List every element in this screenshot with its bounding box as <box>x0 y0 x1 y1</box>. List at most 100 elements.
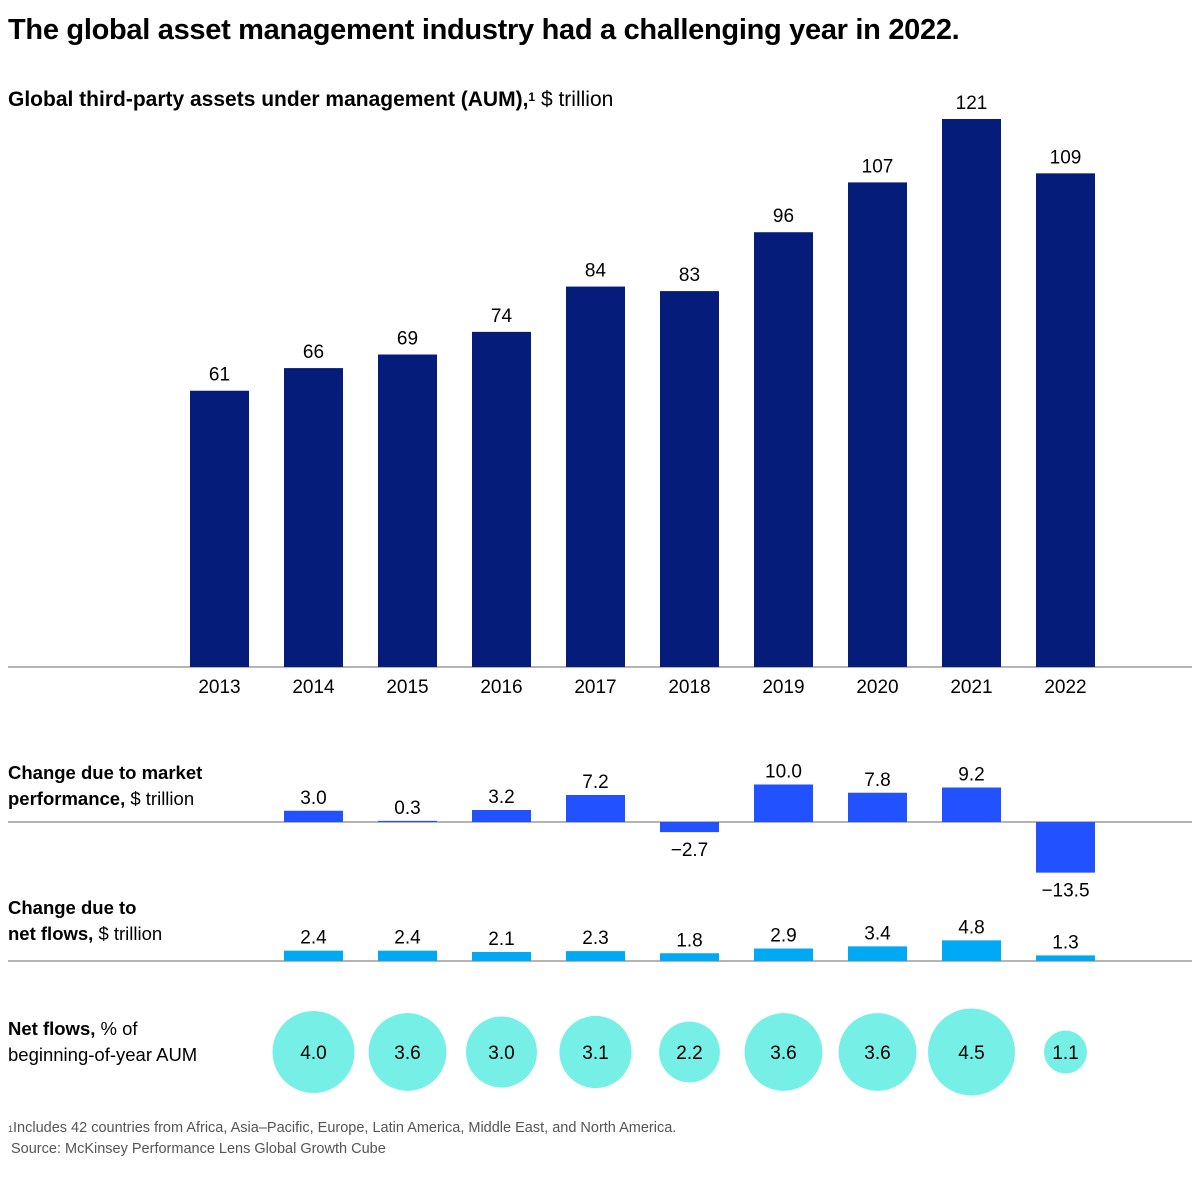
netflows-pct-label-2015: 3.6 <box>394 1043 420 1064</box>
netflows-bar-2016 <box>472 951 531 961</box>
aum-value-label-2020: 107 <box>862 156 894 177</box>
netflows-value-label-2014: 2.4 <box>300 928 327 949</box>
netflows-pct-label-2020: 3.6 <box>864 1043 890 1064</box>
aum-bar-2020 <box>848 182 907 667</box>
market-bar-2015 <box>378 820 437 822</box>
aum-value-label-2017: 84 <box>585 261 607 282</box>
aum-value-label-2015: 69 <box>397 329 418 350</box>
aum-bar-2021 <box>942 119 1001 667</box>
market-bar-2017 <box>566 795 625 822</box>
market-bar-2019 <box>754 784 813 822</box>
netflows-label-unit: $ trillion <box>93 923 163 944</box>
x-tick-label-2014: 2014 <box>292 677 335 698</box>
netflows-pct-label-bold: Net flows, <box>8 1018 96 1039</box>
market-label-line2: performance, <box>8 788 126 809</box>
x-tick-label-2015: 2015 <box>386 677 428 698</box>
netflows-pct-bubble-2021 <box>928 1008 1015 1096</box>
netflows-bar-2015 <box>378 950 437 961</box>
aum-value-label-2013: 61 <box>209 365 230 386</box>
netflows-value-label-2018: 1.8 <box>676 930 702 951</box>
netflows-bar-2021 <box>942 940 1001 961</box>
netflows-pct-label-2018: 2.2 <box>676 1043 702 1064</box>
netflows-pct-label-2016: 3.0 <box>488 1043 514 1064</box>
netflows-bar-2017 <box>566 951 625 961</box>
netflows-label-line1: Change due to <box>8 897 137 918</box>
aum-bar-2013 <box>190 390 249 667</box>
netflows-value-label-2017: 2.3 <box>582 928 608 949</box>
market-bar-2022 <box>1036 822 1095 873</box>
footnote: 1Includes 42 countries from Africa, Asia… <box>8 1118 676 1160</box>
market-label-line1: Change due to market <box>8 762 203 783</box>
chart-title: The global asset management industry had… <box>8 14 960 46</box>
aum-value-label-2018: 83 <box>679 265 700 286</box>
netflows-pct-row-label: Net flows, % of beginning-of-year AUM <box>8 1016 197 1068</box>
x-tick-label-2022: 2022 <box>1044 677 1086 698</box>
aum-bar-2016 <box>472 331 531 667</box>
aum-bar-2015 <box>378 354 437 667</box>
netflows-row-label: Change due to net flows, $ trillion <box>8 895 162 947</box>
aum-bar-2018 <box>660 291 719 667</box>
x-tick-label-2020: 2020 <box>856 677 898 698</box>
market-value-label-2017: 7.2 <box>582 772 608 793</box>
x-tick-label-2019: 2019 <box>762 677 804 698</box>
market-row-label: Change due to market performance, $ tril… <box>8 760 202 812</box>
netflows-value-label-2015: 2.4 <box>394 928 421 949</box>
footnote-text: Includes 42 countries from Africa, Asia–… <box>13 1120 677 1136</box>
netflows-value-label-2019: 2.9 <box>770 926 796 947</box>
netflows-pct-bubble-2020 <box>838 1013 917 1091</box>
netflows-value-label-2021: 4.8 <box>958 917 984 938</box>
netflows-pct-label-2014: 4.0 <box>300 1043 326 1064</box>
netflows-pct-bubble-2022 <box>1043 1030 1088 1074</box>
x-tick-label-2013: 2013 <box>198 677 240 698</box>
aum-value-label-2021: 121 <box>956 93 988 114</box>
footnote-marker: 1 <box>528 90 536 104</box>
netflows-pct-label-2022: 1.1 <box>1052 1043 1078 1064</box>
netflows-value-label-2022: 1.3 <box>1052 932 1078 953</box>
market-value-label-2018: −2.7 <box>671 840 709 861</box>
chart-subtitle: Global third-party assets under manageme… <box>8 88 613 112</box>
netflows-pct-label-rest: % of <box>95 1018 138 1039</box>
netflows-bar-2014 <box>284 950 343 961</box>
market-bar-2018 <box>660 822 719 833</box>
subtitle-unit: $ trillion <box>535 88 614 111</box>
netflows-pct-label-2017: 3.1 <box>582 1043 608 1064</box>
netflows-bar-2018 <box>660 953 719 961</box>
netflows-value-label-2020: 3.4 <box>864 923 891 944</box>
market-value-label-2021: 9.2 <box>958 765 984 786</box>
market-label-unit: $ trillion <box>125 788 195 809</box>
netflows-pct-bubble-2018 <box>659 1021 720 1083</box>
market-bar-2014 <box>284 810 343 822</box>
netflows-bar-2022 <box>1036 955 1095 961</box>
netflows-pct-bubble-2016 <box>465 1016 538 1088</box>
netflows-bar-2020 <box>848 946 907 961</box>
subtitle-bold: Global third-party assets under manageme… <box>8 88 529 111</box>
netflows-pct-label-2019: 3.6 <box>770 1043 796 1064</box>
source-text: Source: McKinsey Performance Lens Global… <box>11 1141 386 1157</box>
netflows-label-line2: net flows, <box>8 923 94 944</box>
market-value-label-2016: 3.2 <box>488 787 514 808</box>
netflows-pct-label-2021: 4.5 <box>958 1043 984 1064</box>
x-tick-label-2021: 2021 <box>950 677 992 698</box>
market-bar-2020 <box>848 792 907 822</box>
aum-value-label-2019: 96 <box>773 206 794 227</box>
aum-bar-2017 <box>566 286 625 667</box>
footnote-marker-small: 1 <box>8 1124 14 1134</box>
aum-value-label-2022: 109 <box>1050 147 1082 168</box>
netflows-pct-bubble-2017 <box>559 1015 632 1089</box>
aum-bar-2019 <box>754 232 813 667</box>
market-value-label-2015: 0.3 <box>394 798 420 819</box>
market-bar-2021 <box>942 787 1001 822</box>
netflows-pct-bubble-2014 <box>272 1011 355 1093</box>
netflows-value-label-2016: 2.1 <box>488 929 514 950</box>
x-tick-label-2016: 2016 <box>480 677 522 698</box>
aum-value-label-2014: 66 <box>303 342 324 363</box>
netflows-pct-label-line2: beginning-of-year AUM <box>8 1044 198 1065</box>
market-bar-2016 <box>472 810 531 822</box>
netflows-bar-2019 <box>754 948 813 961</box>
market-value-label-2019: 10.0 <box>765 762 802 783</box>
netflows-pct-bubble-2019 <box>744 1013 823 1091</box>
market-value-label-2020: 7.8 <box>864 770 890 791</box>
netflows-pct-bubble-2015 <box>368 1013 447 1091</box>
aum-value-label-2016: 74 <box>491 306 513 327</box>
